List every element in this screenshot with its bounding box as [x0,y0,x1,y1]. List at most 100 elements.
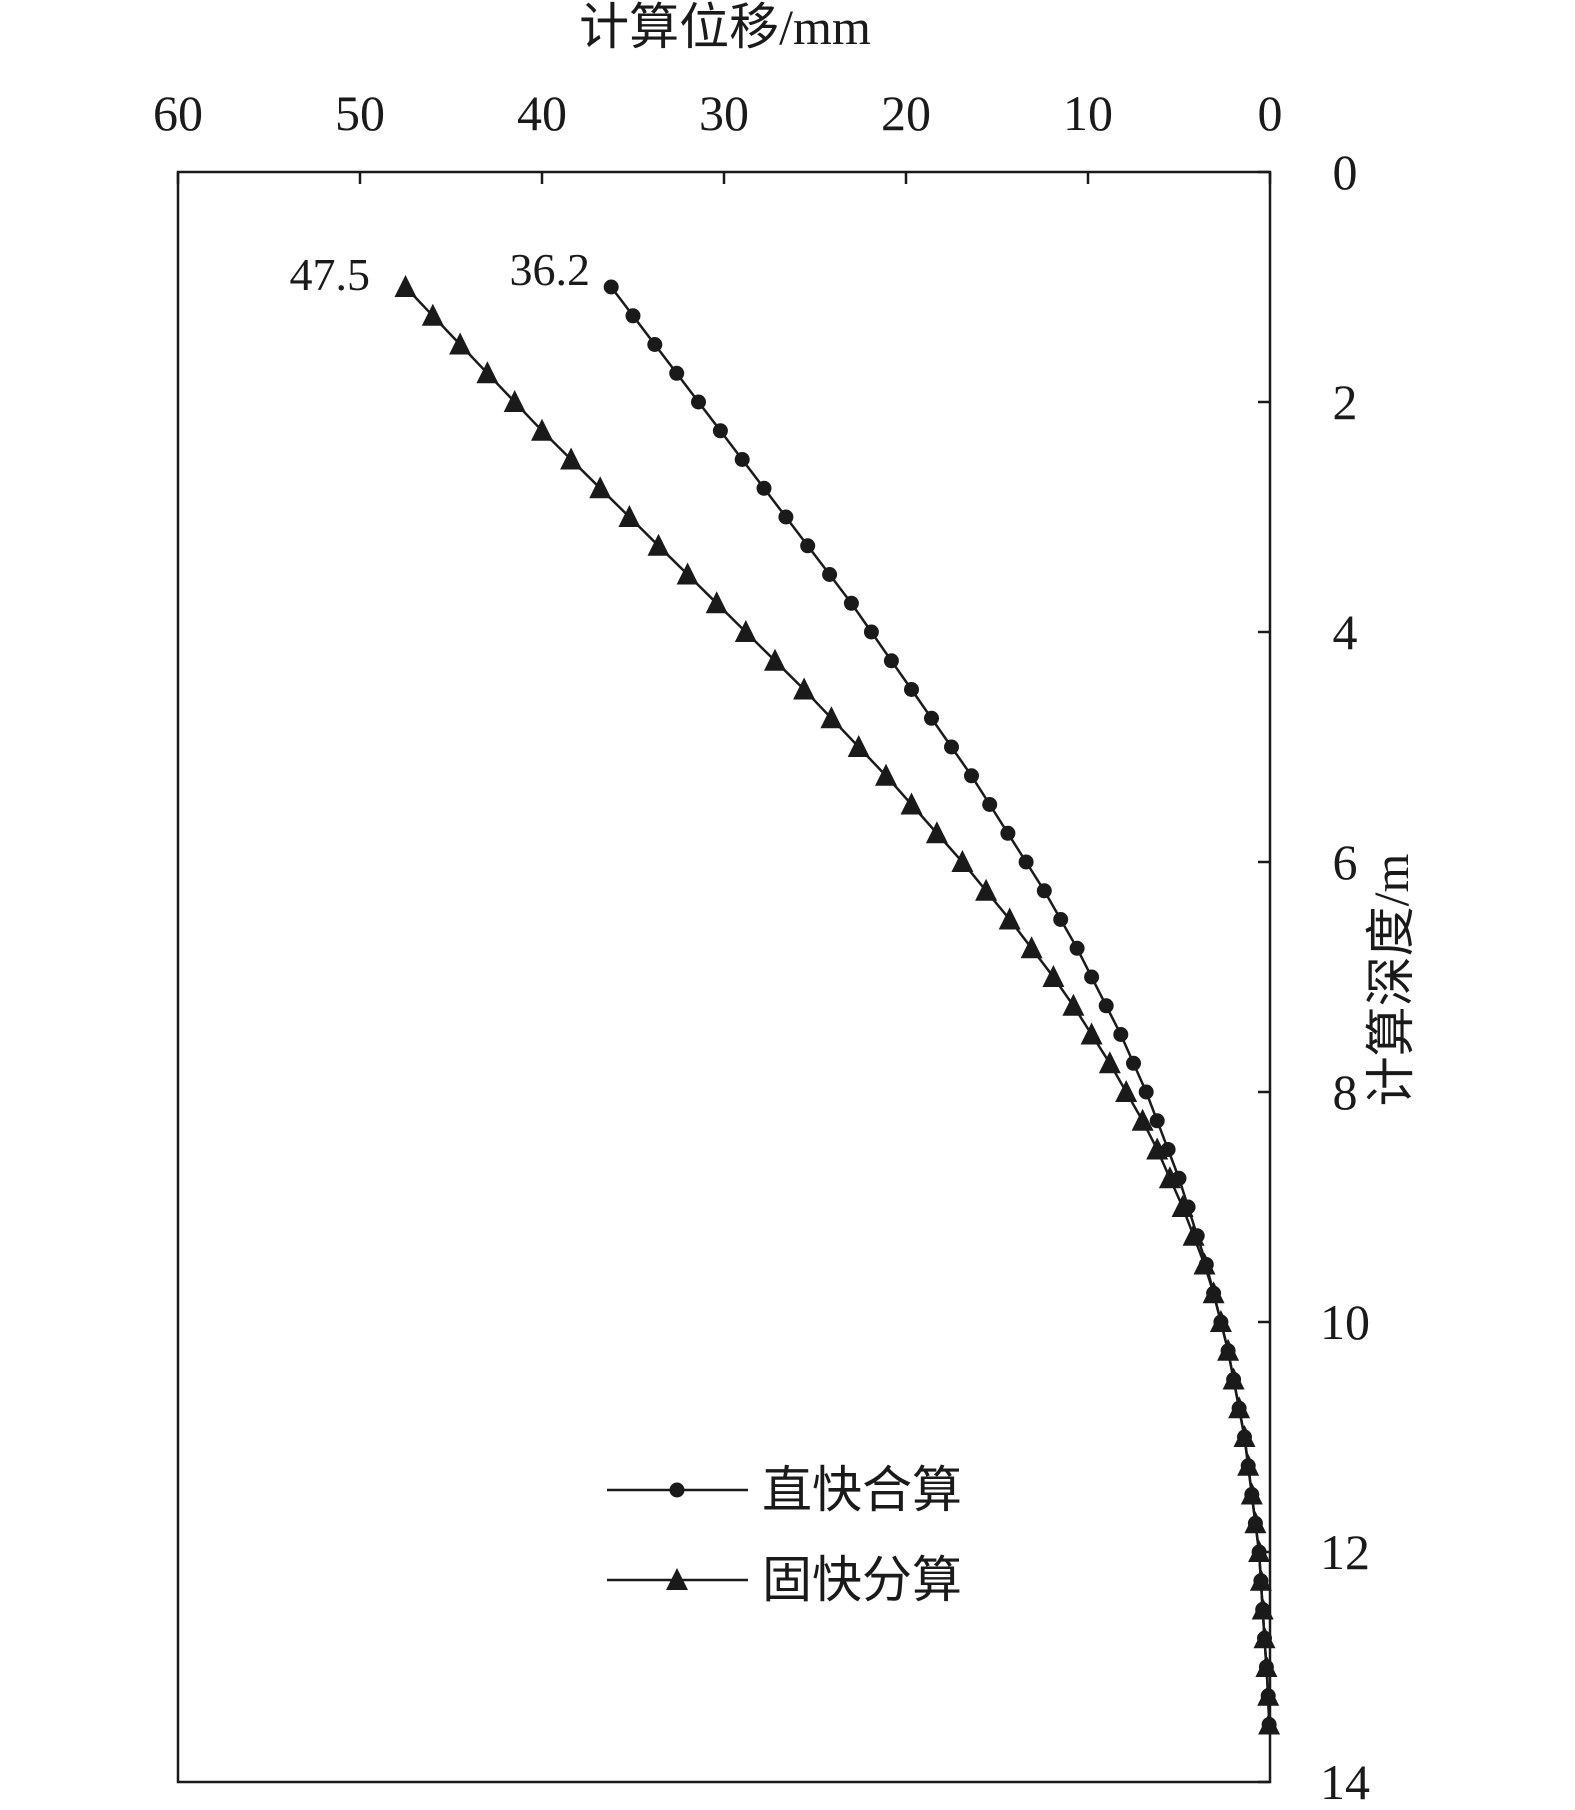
plot-frame [176,170,1272,1784]
data-point-triangle [1240,1482,1263,1505]
data-point-triangle [1080,1022,1103,1045]
data-point-circle [1098,998,1114,1014]
data-point-triangle [1209,1310,1232,1332]
data-point-triangle [1228,1396,1251,1419]
data-point-triangle [998,907,1021,930]
data-point-triangle [421,303,444,326]
data-point-triangle [1237,1453,1260,1476]
data-point-triangle [1098,1051,1121,1074]
data-point-circle [625,308,641,324]
data-point-triangle [503,390,526,412]
data-point-triangle [975,878,998,901]
data-point-circle [1126,1055,1141,1071]
y-tick-label: 14 [1320,1754,1370,1810]
data-point-triangle [476,361,499,384]
y-tick-label: 0 [1333,144,1358,200]
data-point-triangle [734,620,757,642]
data-point-triangle [1249,1568,1272,1591]
data-point-circle [1018,854,1034,870]
data-point-circle [1084,969,1100,985]
x-axis-ticks: 60 50 40 30 20 10 0 [153,85,1283,184]
x-tick-label: 60 [153,85,203,141]
data-point-triangle [647,533,670,556]
x-tick-label: 40 [517,85,567,141]
legend-marker-circle [669,1482,685,1498]
data-point-circle [843,595,859,611]
y-tick-label: 6 [1333,834,1358,890]
data-point-triangle [1182,1223,1205,1246]
data-point-triangle [1115,1080,1138,1102]
x-tick-label: 10 [1063,85,1113,141]
data-point-circle [924,710,939,726]
data-point-circle [778,509,794,525]
data-point-circle [982,797,998,812]
x-tick-label: 50 [335,85,385,141]
data-point-triangle [951,850,974,872]
data-point-circle [944,739,959,755]
data-point-triangle [1062,993,1085,1016]
data-point-circle [603,279,619,295]
y-tick-label: 12 [1320,1524,1370,1580]
data-point-triangle [1244,1511,1267,1534]
data-point-circle [964,768,979,784]
data-point-triangle [1233,1425,1256,1447]
data-point-triangle [847,735,870,757]
data-point-triangle [1042,965,1065,987]
legend: 直快合算 固快分算 [607,1462,962,1608]
data-point-triangle [875,763,897,786]
legend-label-triangle: 固快分算 [762,1552,962,1608]
data-point-triangle [925,821,948,844]
data-point-triangle [589,476,612,499]
data-point-triangle [1146,1137,1169,1160]
data-point-triangle [1158,1166,1181,1189]
data-point-triangle [1193,1252,1216,1275]
legend-item-circle: 直快合算 [607,1462,962,1518]
data-point-triangle [560,447,583,470]
data-point-circle [1053,912,1069,927]
y-tick-label: 10 [1320,1294,1370,1350]
data-point-circle [647,337,663,352]
data-point-triangle [1202,1281,1225,1304]
data-point-triangle [531,418,553,441]
data-point-circle [691,394,706,410]
data-point-triangle [676,562,699,585]
data-point-circle [712,423,728,439]
data-point-triangle [1171,1195,1194,1217]
legend-item-triangle: 固快分算 [607,1552,962,1608]
data-point-circle [1138,1084,1154,1100]
data-point-triangle [1255,1655,1278,1677]
y-tick-label: 4 [1333,604,1358,660]
data-point-triangle [1258,1712,1281,1735]
data-point-triangle [1131,1108,1154,1131]
annotation-max-circle: 36.2 [510,244,591,295]
y-axis-label: 计算深度/m [1363,854,1419,1107]
data-point-triangle [1217,1338,1240,1361]
data-point-triangle [900,792,923,815]
legend-label-circle: 直快合算 [762,1462,962,1518]
x-tick-label: 30 [699,85,749,141]
data-point-circle [1113,1027,1129,1042]
annotation-max-triangle: 47.5 [290,249,371,300]
y-tick-label: 2 [1333,374,1358,430]
data-point-triangle [1248,1540,1271,1562]
data-point-circle [1069,940,1085,956]
data-point-triangle [820,706,843,729]
data-point-triangle [394,275,417,297]
data-point-triangle [1222,1367,1245,1390]
data-point-triangle [1253,1626,1276,1649]
data-point-circle [1000,825,1016,841]
data-point-circle [756,480,772,496]
data-point-circle [904,682,919,697]
data-point-circle [883,653,899,669]
data-point-triangle [1020,936,1043,959]
data-point-circle [1149,1113,1165,1129]
data-point-circle [822,567,838,582]
data-point-circle [734,452,750,467]
data-point-triangle [1257,1683,1280,1706]
data-point-circle [863,624,879,640]
data-point-triangle [1251,1597,1274,1620]
y-tick-label: 8 [1333,1064,1358,1120]
data-point-circle [800,538,816,554]
legend-marker-triangle [666,1568,688,1590]
